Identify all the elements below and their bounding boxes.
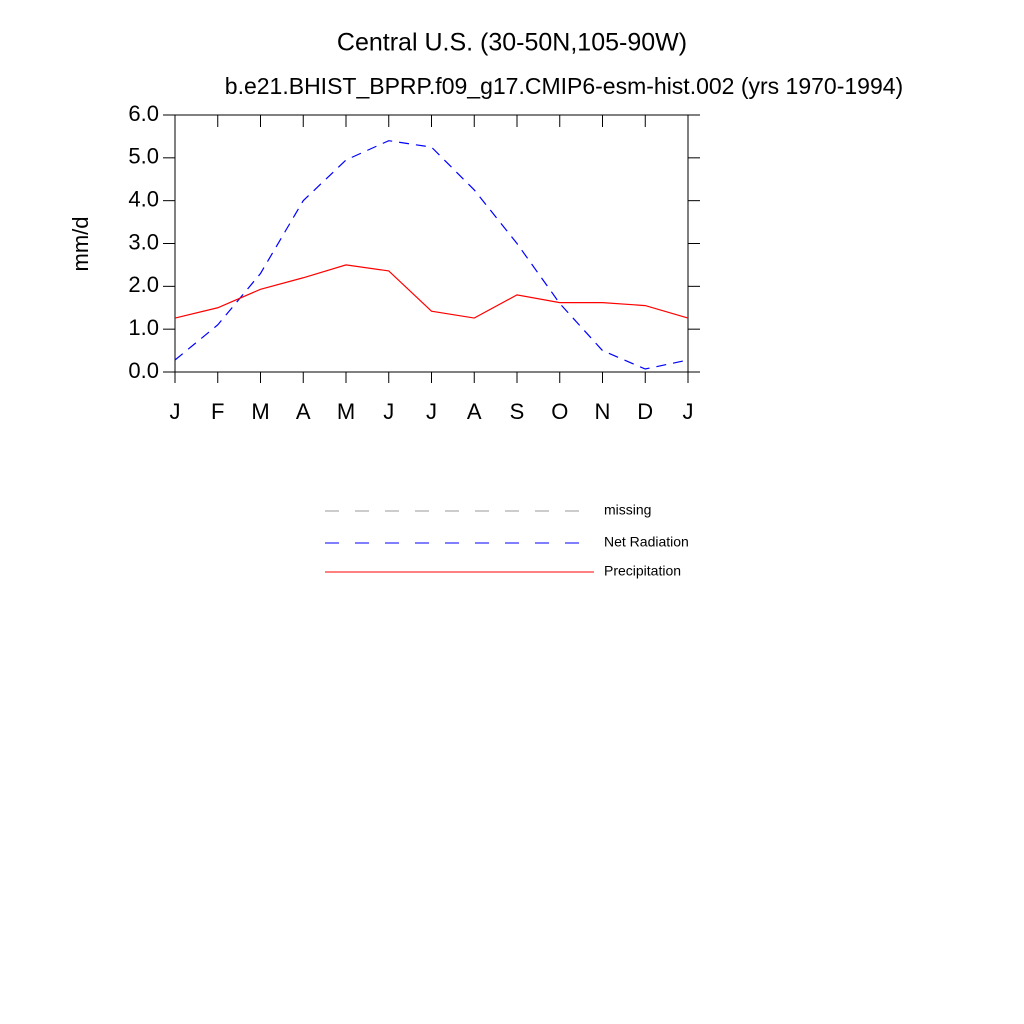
plot-frame bbox=[174, 114, 689, 373]
y-tick-label: 2.0 bbox=[128, 272, 159, 297]
y-tick-label: 3.0 bbox=[128, 229, 159, 254]
x-tick-label: A bbox=[467, 399, 482, 424]
y-axis-label: mm/d bbox=[68, 217, 93, 272]
x-tick-label: F bbox=[211, 399, 224, 424]
x-tick-label: N bbox=[595, 399, 611, 424]
y-tick-label: 5.0 bbox=[128, 144, 159, 169]
chart-subtitle: b.e21.BHIST_BPRP.f09_g17.CMIP6-esm-hist.… bbox=[225, 73, 903, 99]
legend-label: missing bbox=[604, 502, 651, 518]
x-tick-label: J bbox=[683, 399, 694, 424]
x-tick-label: J bbox=[426, 399, 437, 424]
y-tick-label: 0.0 bbox=[128, 358, 159, 383]
line-series bbox=[174, 140, 689, 370]
y-tick-label: 6.0 bbox=[128, 101, 159, 126]
x-tick-label: M bbox=[251, 399, 269, 424]
y-tick-label: 1.0 bbox=[128, 315, 159, 340]
x-tick-label: J bbox=[170, 399, 181, 424]
chart-title: Central U.S. (30-50N,105-90W) bbox=[337, 29, 687, 57]
x-tick-label: A bbox=[296, 399, 311, 424]
x-tick-label: M bbox=[337, 399, 355, 424]
x-tick-label: S bbox=[510, 399, 525, 424]
legend-label: Precipitation bbox=[604, 563, 681, 579]
y-tick-label: 4.0 bbox=[128, 186, 159, 211]
x-tick-label: O bbox=[551, 399, 568, 424]
line-series bbox=[174, 264, 689, 319]
x-tick-label: D bbox=[637, 399, 653, 424]
x-tick-label: J bbox=[383, 399, 394, 424]
legend-label: Net Radiation bbox=[604, 534, 689, 550]
